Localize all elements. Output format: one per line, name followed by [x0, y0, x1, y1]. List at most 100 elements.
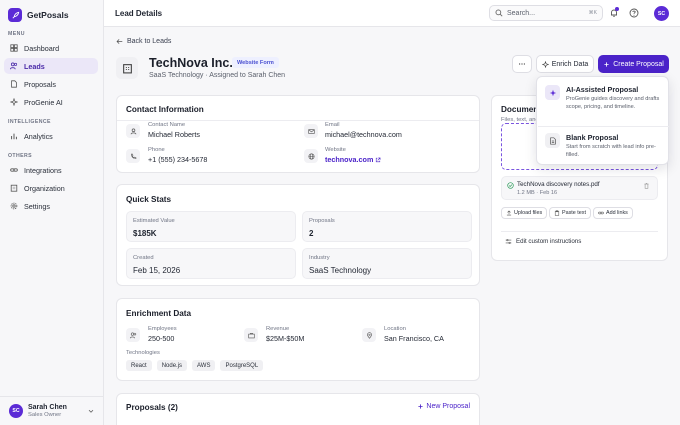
sidebar-item-label: Leads: [24, 61, 45, 71]
sidebar-item-proposals[interactable]: Proposals: [4, 76, 98, 92]
proposals-card: Proposals (2) New Proposal: [116, 393, 480, 425]
briefcase-icon: [244, 328, 258, 342]
sidebar-item-analytics[interactable]: Analytics: [4, 128, 98, 144]
employees-value: 250-500: [148, 334, 175, 343]
contact-information-card: Contact Information Contact Name Michael…: [116, 95, 480, 173]
menu-item-description: ProGenie guides discovery and drafts sco…: [566, 96, 660, 110]
header-avatar[interactable]: SC: [654, 6, 669, 21]
sidebar-item-organization[interactable]: Organization: [4, 180, 98, 196]
card-title: Enrichment Data: [126, 309, 192, 318]
stat-created: Created Feb 15, 2026: [126, 248, 296, 279]
sliders-icon: [505, 239, 512, 244]
upload-label: Upload files: [514, 210, 543, 216]
sidebar-item-dashboard[interactable]: Dashboard: [4, 40, 98, 56]
user-icon: [126, 124, 140, 138]
sidebar-item-label: Proposals: [24, 79, 56, 89]
create-proposal-menu: AI-Assisted Proposal ProGenie guides dis…: [536, 76, 669, 165]
file-meta: 1.2 MB · Feb 16: [517, 190, 558, 196]
contact-name-label: Contact Name: [148, 122, 186, 128]
bar-chart-icon: [11, 133, 17, 140]
contact-name-value: Michael Roberts: [148, 130, 200, 139]
arrow-left-icon: [116, 39, 123, 44]
sidebar-item-settings[interactable]: Settings: [4, 198, 98, 214]
paste-text-button[interactable]: Paste text: [549, 207, 591, 219]
stat-value: Feb 15, 2026: [133, 266, 181, 275]
external-link-icon: [376, 157, 381, 162]
card-title: Quick Stats: [126, 195, 172, 204]
search-input[interactable]: Search... ⌘K: [489, 5, 603, 21]
sparkle-icon: [545, 85, 560, 100]
phone-icon: [126, 149, 140, 163]
menu-item-blank-proposal[interactable]: Blank Proposal Start from scratch with l…: [541, 129, 666, 164]
top-header: Lead Details Search... ⌘K SC: [104, 0, 680, 27]
search-shortcut: ⌘K: [588, 10, 597, 16]
stat-label: Created: [133, 255, 154, 261]
card-title: Contact Information: [126, 105, 204, 114]
company-icon: [116, 57, 138, 79]
stat-label: Proposals: [309, 218, 335, 224]
menu-item-title: Blank Proposal: [566, 133, 619, 142]
rocket-logo-icon: [8, 8, 22, 22]
file-item[interactable]: TechNova discovery notes.pdf 1.2 MB · Fe…: [501, 176, 658, 200]
plus-icon: [604, 61, 609, 67]
search-icon: [495, 9, 503, 17]
map-pin-icon: [362, 328, 376, 342]
more-options-button[interactable]: [512, 55, 532, 73]
add-links-button[interactable]: Add links: [593, 207, 633, 219]
create-proposal-button[interactable]: Create Proposal: [598, 55, 669, 73]
sidebar-item-leads[interactable]: Leads: [4, 58, 98, 74]
website-link[interactable]: technova.com: [325, 155, 381, 164]
stat-industry: Industry SaaS Technology: [302, 248, 472, 279]
bell-icon[interactable]: [609, 8, 619, 18]
sidebar-item-label: Settings: [24, 201, 50, 211]
more-horizontal-icon: [518, 63, 526, 65]
new-proposal-label: New Proposal: [426, 403, 470, 410]
technology-tags: React Node.js AWS PostgreSQL: [126, 360, 264, 371]
trash-icon[interactable]: [643, 182, 650, 189]
location-value: San Francisco, CA: [384, 334, 444, 343]
website-value: technova.com: [325, 155, 374, 164]
link-icon: [10, 168, 18, 172]
sidebar-item-label: Dashboard: [24, 43, 60, 53]
dashboard-icon: [10, 44, 18, 52]
avatar: SC: [9, 404, 23, 418]
enrich-label: Enrich Data: [551, 60, 589, 68]
help-icon[interactable]: [629, 8, 639, 18]
brand-name: GetPosals: [27, 10, 69, 20]
new-proposal-button[interactable]: New Proposal: [417, 403, 470, 410]
section-label-others: OTHERS: [8, 153, 33, 159]
building-icon: [10, 184, 18, 192]
stat-value: 2: [309, 229, 314, 238]
user-menu[interactable]: SC Sarah Chen Sales Owner: [0, 396, 104, 425]
tag-react: React: [126, 360, 152, 371]
mail-icon: [304, 124, 318, 138]
custom-instructions-label: Edit custom instructions: [516, 238, 582, 245]
upload-files-button[interactable]: Upload files: [501, 207, 548, 219]
notification-dot: [615, 7, 619, 11]
check-circle-icon: [507, 182, 514, 189]
card-title: Proposals (2): [126, 403, 178, 412]
email-value[interactable]: michael@technova.com: [325, 130, 402, 139]
edit-custom-instructions-button[interactable]: Edit custom instructions: [505, 238, 581, 245]
website-label: Website: [325, 147, 346, 153]
back-to-leads-link[interactable]: Back to Leads: [116, 38, 171, 45]
sidebar-item-progenie-ai[interactable]: ProGenie AI: [4, 94, 98, 110]
sidebar-item-integrations[interactable]: Integrations: [4, 162, 98, 178]
enrichment-data-card: Enrichment Data Employees 250-500 Revenu…: [116, 298, 480, 381]
enrich-data-button[interactable]: Enrich Data: [536, 55, 594, 73]
sparkle-icon: [541, 60, 549, 68]
sparkle-icon: [10, 98, 18, 106]
menu-item-ai-assisted-proposal[interactable]: AI-Assisted Proposal ProGenie guides dis…: [541, 81, 666, 116]
back-label: Back to Leads: [127, 38, 172, 45]
location-label: Location: [384, 326, 406, 332]
search-placeholder: Search...: [507, 9, 536, 17]
users-icon: [126, 328, 140, 342]
create-label: Create Proposal: [613, 60, 664, 68]
phone-value: +1 (555) 234-5678: [148, 155, 208, 164]
sidebar: GetPosals MENU Dashboard Leads Proposals…: [0, 0, 104, 425]
brand[interactable]: GetPosals: [8, 8, 69, 22]
gear-icon: [10, 202, 18, 210]
user-name: Sarah Chen: [28, 404, 67, 411]
users-icon: [10, 62, 18, 70]
divider: [501, 231, 658, 232]
